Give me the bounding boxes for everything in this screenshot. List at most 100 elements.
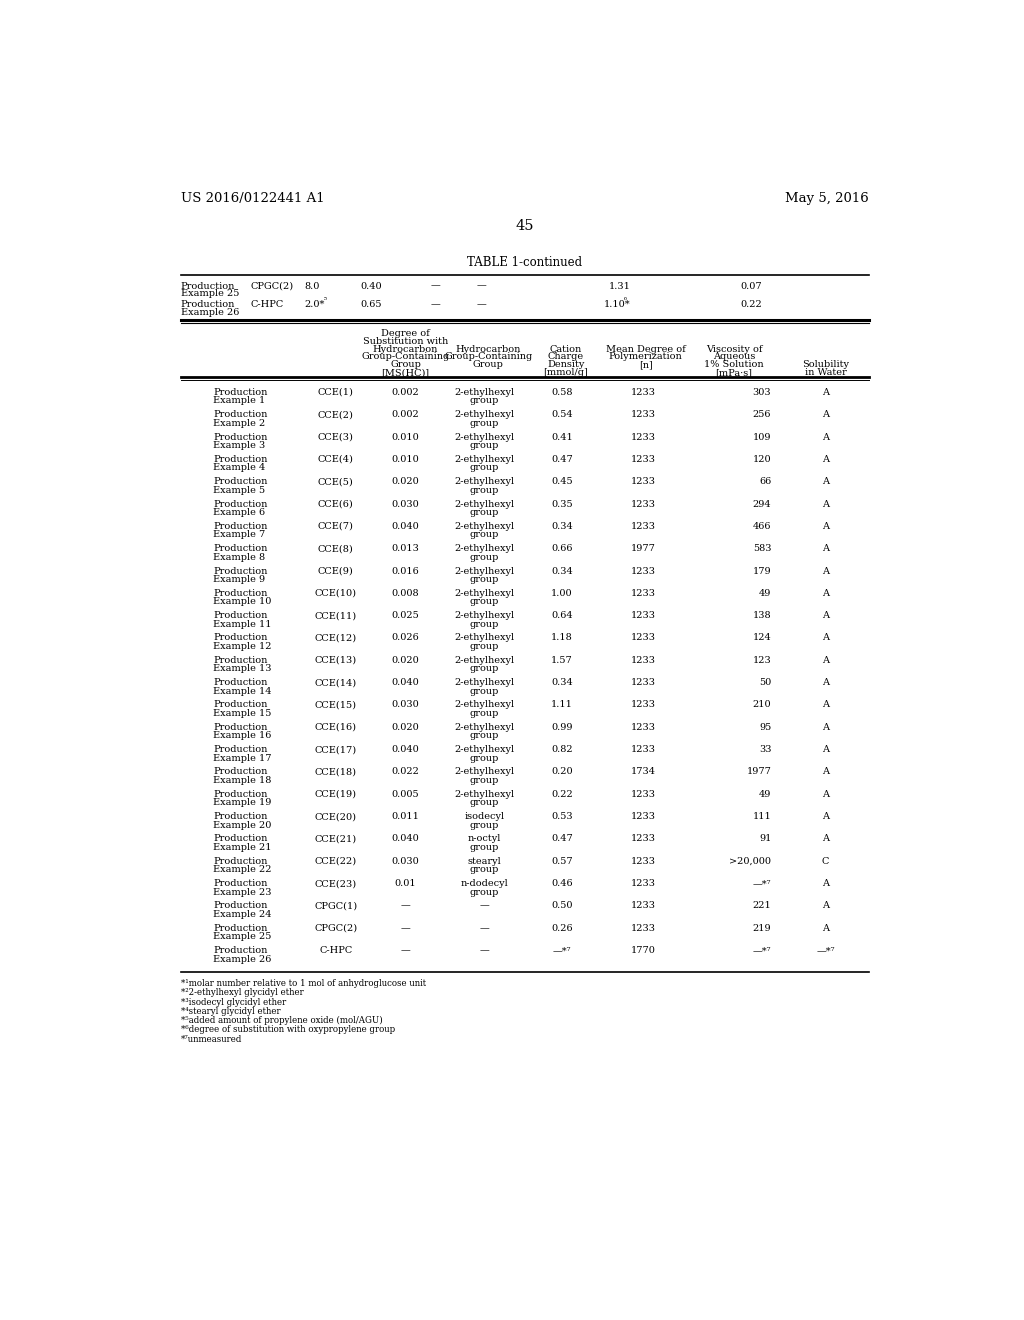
Text: Production: Production: [213, 566, 267, 576]
Text: group: group: [470, 642, 499, 651]
Text: 1233: 1233: [631, 634, 656, 643]
Text: 1% Solution: 1% Solution: [705, 360, 764, 370]
Text: Example 10: Example 10: [213, 598, 271, 606]
Text: 466: 466: [753, 521, 771, 531]
Text: A: A: [822, 767, 829, 776]
Text: CCE(1): CCE(1): [317, 388, 353, 397]
Text: 0.010: 0.010: [391, 433, 419, 441]
Text: 0.47: 0.47: [551, 834, 572, 843]
Text: Production: Production: [213, 678, 267, 688]
Text: 256: 256: [753, 411, 771, 420]
Text: Solubility: Solubility: [802, 360, 849, 370]
Text: group: group: [470, 463, 499, 473]
Text: Example 25: Example 25: [213, 932, 271, 941]
Text: CCE(3): CCE(3): [317, 433, 353, 441]
Text: Example 7: Example 7: [213, 531, 265, 540]
Text: 0.53: 0.53: [551, 812, 572, 821]
Text: 1233: 1233: [631, 589, 656, 598]
Text: Density: Density: [547, 360, 585, 370]
Text: *⁴stearyl glycidyl ether: *⁴stearyl glycidyl ether: [180, 1007, 281, 1016]
Text: 1233: 1233: [631, 411, 656, 420]
Text: 0.45: 0.45: [551, 478, 572, 486]
Text: A: A: [822, 499, 829, 508]
Text: 49: 49: [759, 789, 771, 799]
Text: —: —: [479, 902, 489, 911]
Text: CCE(8): CCE(8): [317, 544, 353, 553]
Text: 1233: 1233: [631, 701, 656, 709]
Text: Production: Production: [213, 388, 267, 397]
Text: 0.35: 0.35: [551, 499, 572, 508]
Text: Production: Production: [213, 634, 267, 643]
Text: 138: 138: [753, 611, 771, 620]
Text: 1233: 1233: [631, 521, 656, 531]
Text: 0.46: 0.46: [551, 879, 572, 888]
Text: group: group: [470, 686, 499, 696]
Text: Production: Production: [213, 499, 267, 508]
Text: 0.07: 0.07: [740, 281, 762, 290]
Text: C: C: [822, 857, 829, 866]
Text: Example 18: Example 18: [213, 776, 271, 785]
Text: Example 8: Example 8: [213, 553, 265, 561]
Text: *¹molar number relative to 1 mol of anhydroglucose unit: *¹molar number relative to 1 mol of anhy…: [180, 979, 426, 989]
Text: 2-ethylhexyl: 2-ethylhexyl: [455, 656, 515, 665]
Text: 91: 91: [759, 834, 771, 843]
Text: Example 17: Example 17: [213, 754, 271, 763]
Text: —: —: [400, 946, 411, 956]
Text: >20,000: >20,000: [729, 857, 771, 866]
Text: Example 11: Example 11: [213, 619, 271, 628]
Text: 1.57: 1.57: [551, 656, 572, 665]
Text: 2-ethylhexyl: 2-ethylhexyl: [455, 744, 515, 754]
Text: group: group: [470, 709, 499, 718]
Text: 1233: 1233: [631, 656, 656, 665]
Text: Hydrocarbon: Hydrocarbon: [456, 345, 521, 354]
Text: —*⁷: —*⁷: [553, 946, 571, 956]
Text: Production: Production: [213, 723, 267, 731]
Text: group: group: [470, 866, 499, 874]
Text: 583: 583: [753, 544, 771, 553]
Text: Production: Production: [213, 789, 267, 799]
Text: group: group: [470, 754, 499, 763]
Text: A: A: [822, 834, 829, 843]
Text: 1770: 1770: [631, 946, 655, 956]
Text: CCE(18): CCE(18): [314, 767, 356, 776]
Text: Production: Production: [213, 924, 267, 933]
Text: CCE(12): CCE(12): [314, 634, 356, 643]
Text: 2-ethylhexyl: 2-ethylhexyl: [455, 455, 515, 463]
Text: group: group: [470, 664, 499, 673]
Text: Example 13: Example 13: [213, 664, 271, 673]
Text: —*⁷: —*⁷: [753, 946, 771, 956]
Text: —: —: [477, 281, 486, 290]
Text: CCE(16): CCE(16): [314, 723, 356, 731]
Text: 0.020: 0.020: [391, 656, 419, 665]
Text: 1233: 1233: [631, 924, 656, 933]
Text: A: A: [822, 744, 829, 754]
Text: 1.18: 1.18: [551, 634, 572, 643]
Text: 0.57: 0.57: [551, 857, 572, 866]
Text: *²2-ethylhexyl glycidyl ether: *²2-ethylhexyl glycidyl ether: [180, 989, 303, 998]
Text: Example 14: Example 14: [213, 686, 271, 696]
Text: A: A: [822, 879, 829, 888]
Text: 2-ethylhexyl: 2-ethylhexyl: [455, 566, 515, 576]
Text: Production: Production: [213, 744, 267, 754]
Text: 1233: 1233: [631, 478, 656, 486]
Text: A: A: [822, 589, 829, 598]
Text: 0.022: 0.022: [391, 767, 420, 776]
Text: Production: Production: [180, 300, 236, 309]
Text: Degree of: Degree of: [381, 330, 430, 338]
Text: 120: 120: [753, 455, 771, 463]
Text: CCE(22): CCE(22): [314, 857, 356, 866]
Text: 1977: 1977: [631, 544, 655, 553]
Text: group: group: [470, 486, 499, 495]
Text: n-octyl: n-octyl: [468, 834, 501, 843]
Text: 1977: 1977: [746, 767, 771, 776]
Text: Example 6: Example 6: [213, 508, 265, 517]
Text: [mmol/g]: [mmol/g]: [544, 368, 588, 376]
Text: —: —: [400, 902, 411, 911]
Text: CCE(15): CCE(15): [314, 701, 356, 709]
Text: 0.016: 0.016: [391, 566, 419, 576]
Text: 1233: 1233: [631, 879, 656, 888]
Text: Example 25: Example 25: [180, 289, 239, 298]
Text: Example 21: Example 21: [213, 843, 271, 851]
Text: 0.66: 0.66: [551, 544, 572, 553]
Text: Production: Production: [213, 879, 267, 888]
